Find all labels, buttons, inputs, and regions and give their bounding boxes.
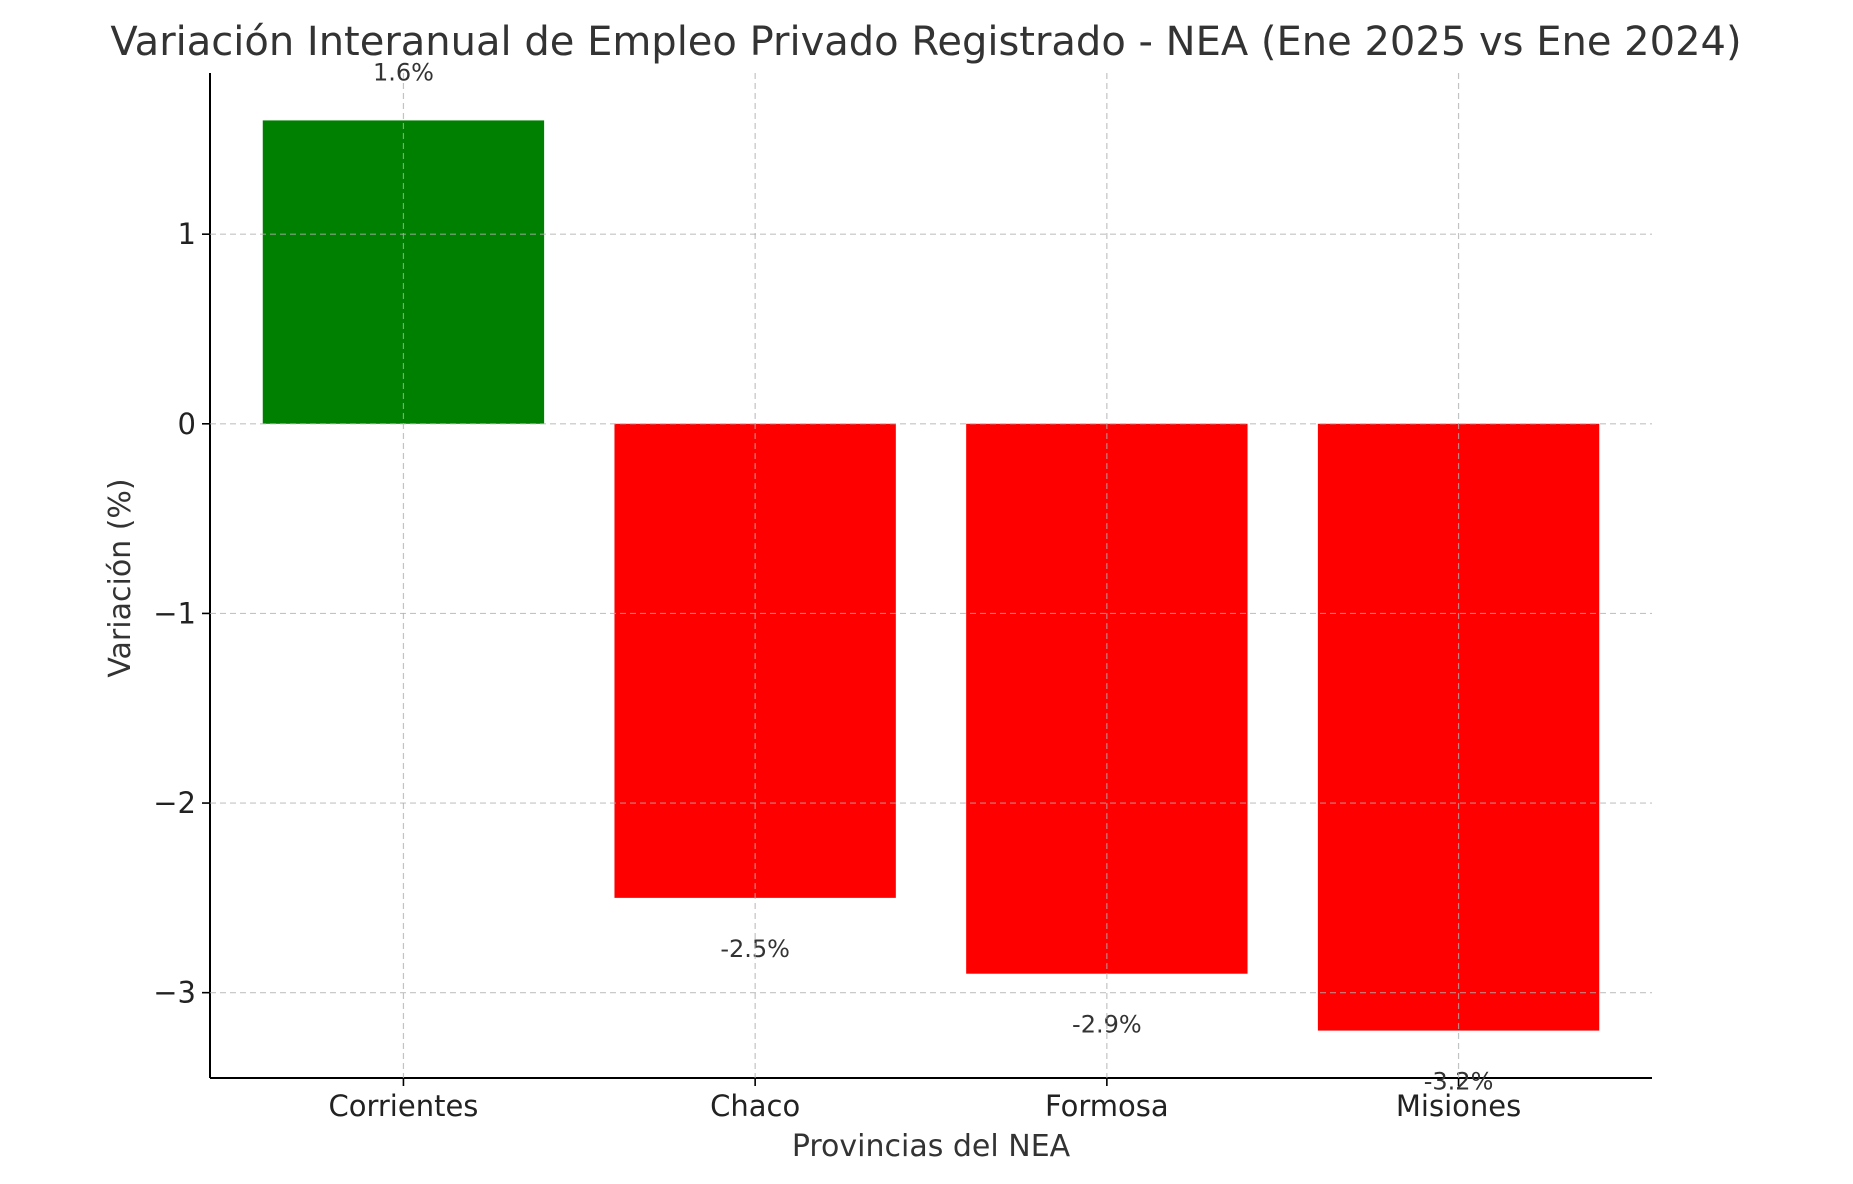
x-tick-label: Chaco: [710, 1089, 800, 1123]
data-label: 1.6%: [373, 58, 434, 86]
y-tick-label: −2: [153, 786, 196, 820]
y-tick-label: 1: [178, 217, 196, 251]
axes: [209, 73, 1652, 1079]
x-axis-label: Provincias del NEA: [792, 1129, 1071, 1164]
y-tick-label: 0: [178, 407, 196, 441]
y-tick-label: −1: [153, 596, 196, 630]
bars: [262, 120, 1600, 1031]
data-label: -3.2%: [1424, 1068, 1494, 1096]
chart-title: Variación Interanual de Empleo Privado R…: [110, 19, 1741, 65]
y-axis-label: Variación (%): [103, 478, 138, 677]
tick-labels: 1 0 −1 −2 −3 Corrientes Chaco Formosa Misiones: [153, 217, 1521, 1123]
grid-lines: [210, 73, 1652, 1078]
x-tick-label: Corrientes: [328, 1089, 478, 1123]
y-tick-label: −3: [153, 976, 196, 1010]
x-tick-label: Misiones: [1396, 1089, 1521, 1123]
x-tick-label: Formosa: [1045, 1089, 1169, 1123]
